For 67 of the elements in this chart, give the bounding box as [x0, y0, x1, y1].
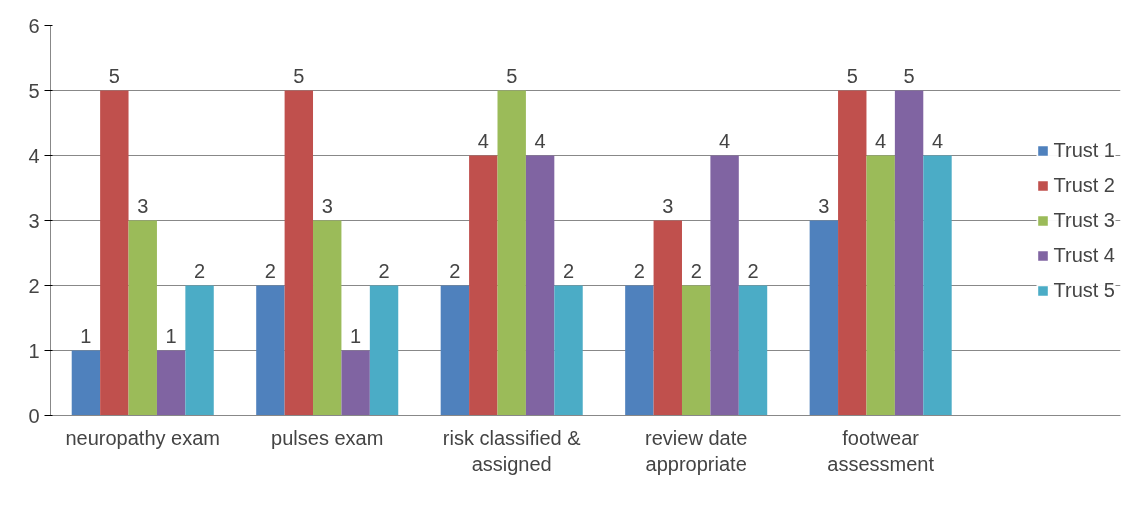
y-tick-label: 3	[28, 209, 40, 232]
x-tick-label: footwear assessment	[827, 426, 935, 475]
x-tick-label: risk classified & assigned	[442, 426, 582, 475]
bar	[497, 90, 526, 416]
bar	[469, 155, 498, 416]
bar	[681, 285, 711, 416]
legend-label: Trust 1	[1053, 138, 1115, 162]
bar	[256, 285, 285, 416]
data-label: 3	[321, 194, 333, 217]
data-label: 5	[846, 64, 858, 87]
data-label: 4	[931, 129, 944, 152]
data-label: 3	[662, 194, 674, 217]
data-label: 3	[818, 194, 830, 217]
bar	[554, 285, 583, 416]
bar	[923, 155, 952, 416]
legend-label: Trust 5	[1053, 278, 1115, 302]
x-tick-label: review date appropriate	[645, 426, 748, 475]
y-tick-label: 2	[28, 274, 40, 297]
x-tick-label: neuropathy exam	[65, 426, 221, 449]
data-label: 1	[80, 324, 92, 347]
bar	[894, 90, 924, 416]
data-label: 1	[350, 324, 362, 347]
bar	[710, 155, 739, 416]
data-label: 5	[108, 64, 120, 87]
data-label: 2	[264, 259, 276, 282]
bar	[809, 220, 839, 416]
bar	[838, 90, 867, 416]
bar	[71, 350, 101, 416]
data-label: 4	[719, 129, 731, 152]
data-label: 2	[747, 259, 759, 282]
bar	[525, 155, 555, 416]
y-tick-label: 6	[28, 14, 40, 37]
bar	[156, 350, 186, 416]
legend-label: Trust 3	[1053, 208, 1115, 232]
y-tick-label: 0	[28, 404, 40, 427]
legend-label: Trust 4	[1053, 243, 1115, 267]
data-label: 4	[534, 129, 546, 152]
bar	[866, 155, 895, 416]
data-label: 5	[293, 64, 305, 87]
bar	[128, 220, 157, 416]
bar	[100, 90, 129, 416]
bar	[653, 220, 682, 416]
y-tick-label: 1	[28, 339, 40, 362]
x-tick-label: pulses exam	[271, 426, 384, 449]
bar	[341, 350, 370, 416]
data-label: 2	[194, 259, 206, 282]
bar	[313, 220, 342, 416]
y-tick-label: 4	[28, 144, 40, 167]
legend-label: Trust 2	[1053, 173, 1115, 197]
data-label: 3	[137, 194, 149, 217]
bar	[738, 285, 768, 416]
data-label: 5	[903, 64, 915, 87]
bar	[440, 285, 470, 416]
bar	[625, 285, 654, 416]
data-label: 4	[875, 129, 887, 152]
data-label: 2	[449, 259, 461, 282]
bar	[369, 285, 399, 416]
data-label: 2	[562, 259, 575, 282]
y-tick-label: 5	[28, 79, 40, 102]
data-label: 1	[165, 324, 177, 347]
data-label: 5	[506, 64, 518, 87]
data-label: 4	[477, 129, 489, 152]
bar	[185, 285, 214, 416]
data-label: 2	[633, 259, 645, 282]
data-label: 2	[378, 259, 390, 282]
bar	[284, 90, 314, 416]
data-label: 2	[690, 259, 702, 282]
